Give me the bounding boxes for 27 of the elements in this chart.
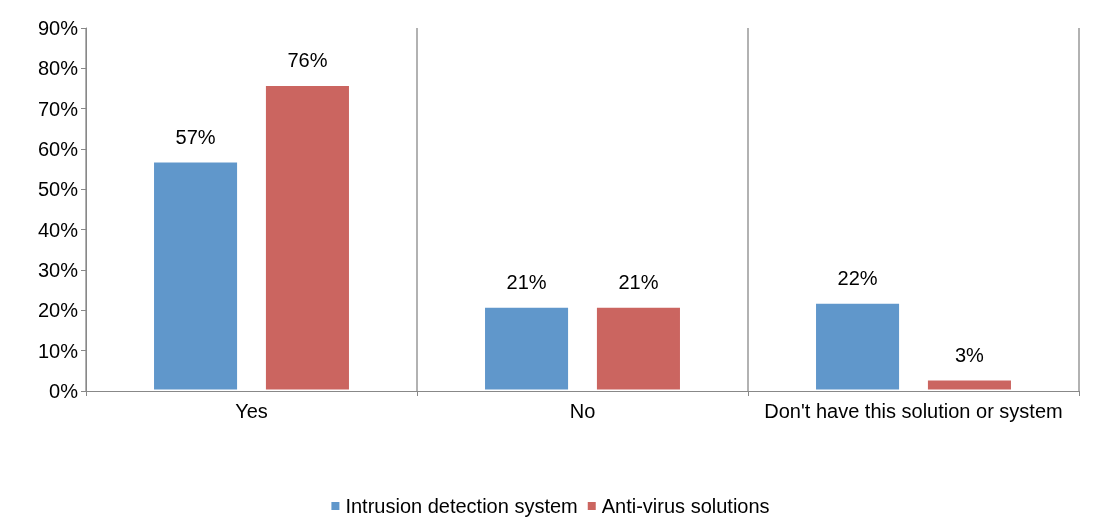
data-label: 76% [287,49,328,72]
data-label: 57% [175,126,216,149]
data-label: 22% [837,267,878,290]
bar [264,84,351,391]
data-label: 3% [954,343,985,366]
y-tick-label: 80% [37,57,79,80]
x-tick-label: Yes [235,400,268,422]
y-tick-label: 70% [37,97,79,120]
data-label: 21% [506,271,547,294]
y-tick-label: 10% [37,339,79,362]
y-tick-label: 50% [37,178,79,201]
x-tick-label: Don't have this solution or system [764,400,1063,422]
bar [814,302,901,391]
x-tick-label: No [569,400,596,422]
y-tick-label: 60% [37,138,79,160]
bar [152,161,239,391]
y-tick-label: 0% [49,380,79,402]
bar [595,306,682,391]
legend-label: Anti-virus solutions [601,495,770,517]
bar [483,306,570,391]
data-label: 21% [618,271,659,294]
legend-label: Intrusion detection system [345,495,578,517]
bar [926,378,1013,391]
y-tick-label: 20% [37,299,79,322]
y-tick-label: 90% [37,17,79,39]
y-tick-label: 30% [37,259,79,281]
y-tick-label: 40% [37,218,79,241]
